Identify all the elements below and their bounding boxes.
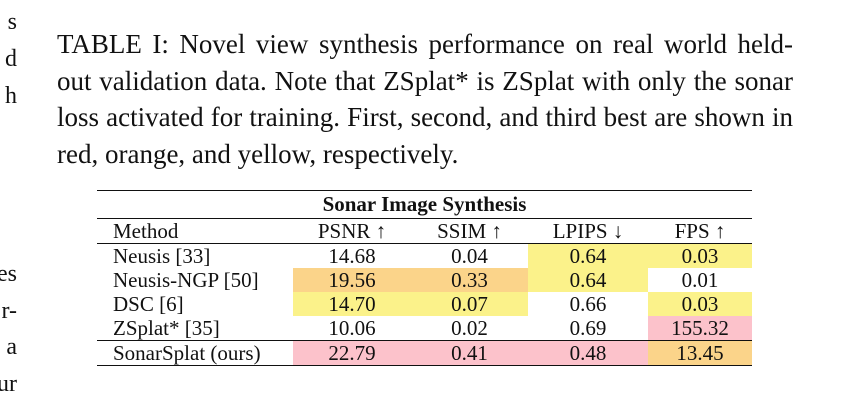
method-cell: DSC [6] (113, 292, 184, 316)
table-row: DSC [6] 14.70 0.07 0.66 0.03 (97, 292, 752, 316)
column-header-method: Method (97, 218, 293, 244)
column-header-psnr: PSNR ↑ (293, 218, 411, 244)
lpips-cell: 0.64 (528, 268, 648, 292)
column-header-lpips: LPIPS ↓ (528, 218, 648, 244)
ssim-cell: 0.41 (411, 340, 528, 366)
lpips-cell: 0.66 (569, 292, 607, 316)
ssim-cell: 0.33 (411, 268, 528, 292)
table-row: Neusis-NGP [50] 19.56 0.33 0.64 0.01 (97, 268, 752, 292)
psnr-cell: 14.70 (293, 292, 411, 316)
fps-cell: 0.01 (681, 268, 719, 292)
fps-cell: 0.03 (648, 243, 752, 268)
left-fragment: r- (1, 298, 17, 324)
ssim-cell: 0.02 (451, 316, 488, 340)
column-header-ssim: SSIM ↑ (411, 218, 528, 244)
column-header-fps: FPS ↑ (648, 218, 752, 244)
table-row: Neusis [33] 14.68 0.04 0.64 0.03 (97, 243, 752, 268)
table-caption: TABLE I: Novel view synthesis performanc… (57, 29, 793, 169)
lpips-cell: 0.48 (528, 340, 648, 366)
table-title-row: Sonar Image Synthesis (97, 190, 752, 219)
left-fragment: a (6, 334, 17, 360)
left-fragment: d (5, 46, 17, 72)
table-row: SonarSplat (ours) 22.79 0.41 0.48 13.45 (97, 340, 752, 366)
fps-cell: 155.32 (648, 316, 752, 341)
lpips-cell: 0.69 (569, 316, 607, 340)
method-cell: Neusis-NGP [50] (113, 268, 259, 292)
method-cell: Neusis [33] (113, 244, 211, 268)
left-fragment: s (7, 9, 17, 35)
psnr-cell: 14.68 (328, 244, 376, 268)
table-row: ZSplat* [35] 10.06 0.02 0.69 155.32 (97, 316, 752, 341)
table-title: Sonar Image Synthesis (97, 190, 752, 219)
left-fragment: h (5, 83, 17, 109)
results-table-wrapper: Sonar Image Synthesis Method PSNR ↑ SSIM… (97, 190, 752, 366)
ssim-cell: 0.07 (411, 292, 528, 316)
psnr-cell: 10.06 (328, 316, 376, 340)
table-header-row: Method PSNR ↑ SSIM ↑ LPIPS ↓ FPS ↑ (97, 218, 752, 244)
lpips-cell: 0.64 (528, 243, 648, 268)
fps-cell: 13.45 (648, 340, 752, 366)
ssim-cell: 0.04 (451, 244, 488, 268)
psnr-cell: 19.56 (293, 268, 411, 292)
results-table: Sonar Image Synthesis Method PSNR ↑ SSIM… (97, 190, 752, 366)
left-fragment: ur (0, 371, 17, 397)
method-cell: SonarSplat (ours) (97, 340, 293, 366)
left-fragment: es (0, 261, 17, 287)
fps-cell: 0.03 (648, 292, 752, 316)
method-cell: ZSplat* [35] (113, 316, 220, 340)
psnr-cell: 22.79 (293, 340, 411, 366)
left-column-fragments: s d h es r- a ur (0, 0, 20, 414)
